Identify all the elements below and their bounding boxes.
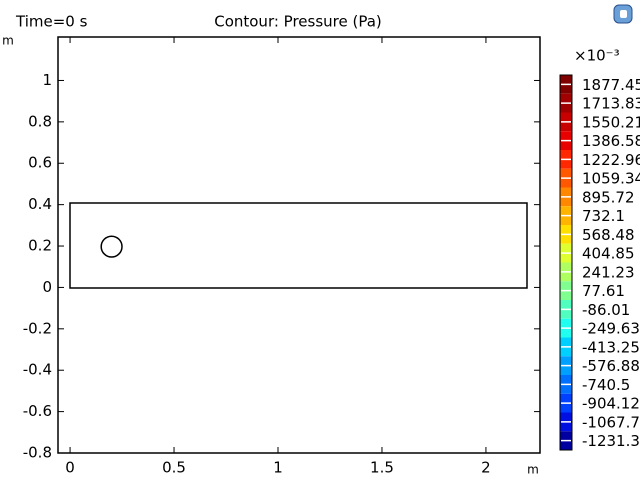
colorbar-label: -249.63 (582, 320, 640, 338)
y-tick-label: -0.2 (23, 319, 52, 337)
colorbar-label: -576.88 (582, 357, 640, 375)
colorbar-label: -740.5 (582, 376, 630, 394)
x-tick-label: 0.5 (162, 459, 186, 477)
chart-title: Contour: Pressure (Pa) (214, 13, 382, 31)
y-tick-label: 0.4 (28, 195, 52, 213)
cylinder-geometry (100, 235, 123, 258)
colorbar-label: 1222.96 (582, 151, 640, 169)
colorbar-label: 404.85 (582, 245, 635, 263)
colorbar-label: -1231.36 (582, 432, 640, 450)
y-tick-label: 0 (42, 278, 52, 296)
colorbar-label: -904.12 (582, 395, 640, 413)
x-tick-label: 1.5 (370, 459, 394, 477)
x-tick-label: 1 (273, 459, 283, 477)
y-tick-label: 0.2 (28, 237, 52, 255)
colorbar-label: 1059.34 (582, 170, 640, 188)
colorbar-label: 1550.21 (582, 113, 640, 131)
colorbar-label: -86.01 (582, 301, 630, 319)
y-tick-label: 0.6 (28, 154, 52, 172)
x-tick-label: 0 (65, 459, 75, 477)
colorbar-label: 1386.58 (582, 132, 640, 150)
y-unit: m (2, 34, 14, 48)
colorbar-label: 895.72 (582, 188, 635, 206)
colorbar-label: 1713.83 (582, 95, 640, 113)
plot-frame (57, 36, 541, 454)
channel-geometry (69, 202, 528, 289)
colorbar-label: 241.23 (582, 263, 635, 281)
y-tick-label: -0.8 (23, 444, 52, 462)
colorbar-label: -1067.74 (582, 413, 640, 431)
colorbar-label: 1877.45 (582, 76, 640, 94)
y-tick-label: -0.6 (23, 402, 52, 420)
app-icon-inner (620, 10, 627, 18)
x-unit: m (527, 463, 539, 477)
y-tick-label: 0.8 (28, 112, 52, 130)
colorbar-label: -413.25 (582, 338, 640, 356)
colorbar-label: 732.1 (582, 207, 625, 225)
y-tick-label: -0.4 (23, 361, 52, 379)
colorbar-multiplier: ×10⁻³ (574, 47, 620, 65)
x-tick-label: 2 (481, 459, 491, 477)
time-label: Time=0 s (15, 13, 88, 31)
colorbar-frame (559, 74, 573, 451)
colorbar-label: 77.61 (582, 282, 625, 300)
y-tick-label: 1 (42, 71, 52, 89)
colorbar-label: 568.48 (582, 226, 635, 244)
